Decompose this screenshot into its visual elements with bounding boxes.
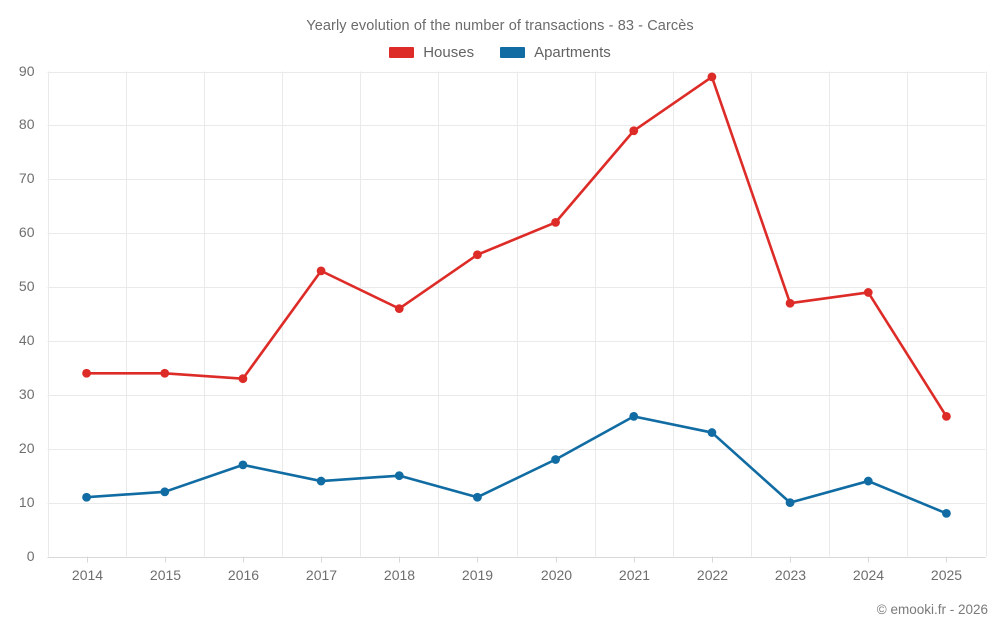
- data-point-apartments-2025[interactable]: [942, 508, 951, 518]
- x-tick-label: 2015: [150, 567, 181, 583]
- legend-item-apartments[interactable]: Apartments: [500, 45, 611, 60]
- y-tick-label: 20: [19, 440, 35, 456]
- data-point-houses-2018[interactable]: [394, 304, 404, 314]
- y-tick-label: 90: [19, 63, 35, 79]
- data-point-apartments-2016[interactable]: [238, 460, 248, 470]
- data-point-apartments-2014[interactable]: [82, 492, 91, 502]
- data-point-apartments-2015[interactable]: [160, 487, 170, 497]
- data-point-houses-2017[interactable]: [316, 266, 326, 276]
- data-point-apartments-2018[interactable]: [394, 471, 404, 481]
- data-point-apartments-2023[interactable]: [785, 498, 795, 508]
- data-point-houses-2016[interactable]: [238, 374, 248, 384]
- data-point-houses-2023[interactable]: [785, 298, 795, 308]
- y-tick-label: 60: [19, 224, 35, 240]
- data-point-houses-2019[interactable]: [473, 250, 482, 260]
- x-tick-label: 2019: [462, 567, 493, 583]
- data-point-houses-2025[interactable]: [942, 411, 951, 421]
- x-tick-label: 2023: [775, 567, 806, 583]
- y-tick-label: 80: [19, 116, 35, 132]
- data-point-apartments-2019[interactable]: [473, 492, 482, 502]
- data-point-apartments-2021[interactable]: [629, 411, 639, 421]
- data-point-apartments-2020[interactable]: [551, 455, 560, 464]
- x-tick-label: 2020: [541, 567, 572, 583]
- data-point-apartments-2024[interactable]: [863, 476, 873, 486]
- data-point-houses-2021[interactable]: [629, 126, 639, 136]
- data-point-houses-2022[interactable]: [707, 72, 717, 82]
- series-line-houses: [85, 75, 948, 418]
- x-tick-label: 2017: [306, 567, 337, 583]
- y-tick-label: 10: [19, 494, 35, 510]
- x-tick-label: 2024: [853, 567, 884, 583]
- data-point-houses-2014[interactable]: [82, 368, 91, 378]
- y-tick-label: 50: [19, 278, 35, 294]
- x-tick-label: 2022: [697, 567, 728, 583]
- x-tick-label: 2014: [72, 567, 103, 583]
- chart-legend: Houses Apartments: [0, 45, 1000, 60]
- data-point-houses-2020[interactable]: [551, 217, 560, 227]
- data-point-houses-2024[interactable]: [863, 288, 873, 297]
- legend-label-apartments: Apartments: [534, 44, 611, 61]
- legend-label-houses: Houses: [423, 44, 475, 61]
- chart-title: Yearly evolution of the number of transa…: [306, 18, 694, 34]
- x-tick-label: 2025: [931, 567, 962, 583]
- legend-item-houses[interactable]: Houses: [389, 45, 474, 60]
- series-line-apartments: [85, 415, 948, 515]
- x-tick-label: 2018: [384, 567, 415, 583]
- x-tick-label: 2021: [619, 567, 650, 583]
- data-point-apartments-2022[interactable]: [707, 428, 717, 437]
- legend-swatch-apartments-icon: [500, 47, 526, 58]
- x-tick-label: 2016: [228, 567, 259, 583]
- y-tick-label: 30: [19, 386, 35, 402]
- y-tick-label: 70: [19, 170, 35, 186]
- data-point-apartments-2017[interactable]: [316, 476, 326, 486]
- legend-swatch-houses-icon: [389, 47, 415, 58]
- data-point-houses-2015[interactable]: [160, 368, 170, 378]
- y-tick-label: 0: [27, 548, 35, 564]
- footer-credit: © emooki.fr - 2026: [876, 602, 988, 617]
- y-tick-label: 40: [19, 332, 35, 348]
